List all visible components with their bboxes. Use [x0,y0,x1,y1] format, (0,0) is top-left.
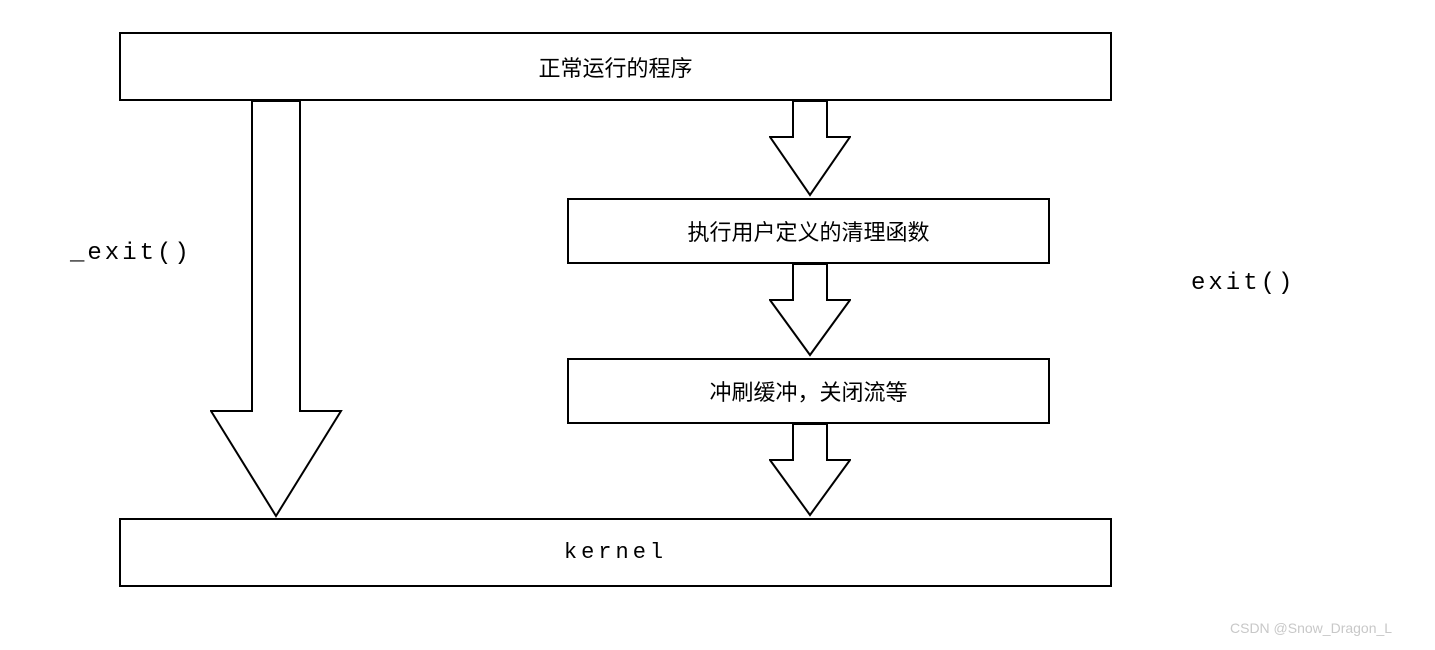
node-top: 正常运行的程序 [119,32,1112,101]
flowchart-diagram: 正常运行的程序 执行用户定义的清理函数 冲刷缓冲，关闭流等 kernel _ex… [0,0,1435,650]
arrow-cleanup-to-flush [769,264,851,357]
arrow-big-left [210,101,345,518]
node-flush: 冲刷缓冲，关闭流等 [567,358,1050,424]
node-cleanup: 执行用户定义的清理函数 [567,198,1050,264]
watermark: CSDN @Snow_Dragon_L [1230,620,1392,636]
node-flush-label: 冲刷缓冲，关闭流等 [709,375,907,407]
label-exit-left: _exit() [70,240,192,267]
label-exit-right: exit() [1191,270,1295,297]
arrow-top-to-cleanup [769,101,851,197]
arrow-flush-to-kernel [769,424,851,517]
node-top-label: 正常运行的程序 [538,51,692,83]
node-kernel-label: kernel [564,540,667,565]
node-cleanup-label: 执行用户定义的清理函数 [687,215,929,247]
node-kernel: kernel [119,518,1112,587]
